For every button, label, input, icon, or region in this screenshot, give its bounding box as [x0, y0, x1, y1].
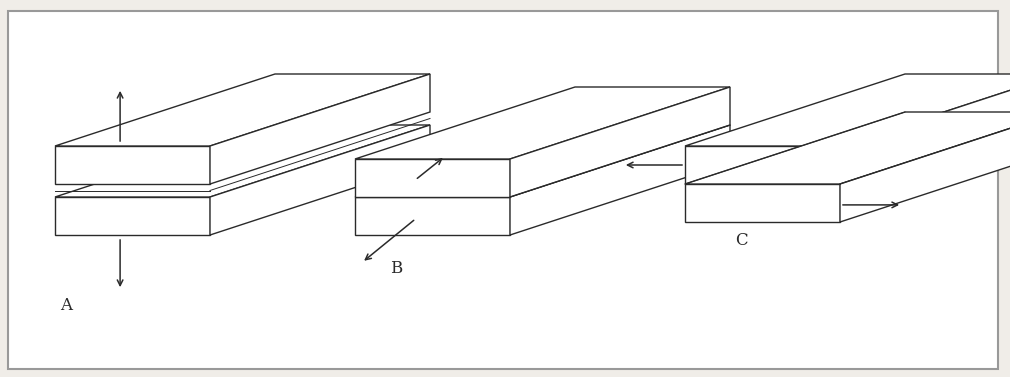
Text: B: B [390, 260, 402, 277]
Polygon shape [55, 197, 210, 235]
Polygon shape [685, 146, 840, 184]
Polygon shape [685, 184, 840, 222]
Polygon shape [510, 125, 730, 235]
Polygon shape [210, 125, 430, 235]
Text: C: C [735, 232, 747, 249]
FancyBboxPatch shape [8, 11, 998, 369]
Polygon shape [840, 112, 1010, 222]
Text: A: A [60, 297, 72, 314]
Polygon shape [55, 74, 430, 146]
Polygon shape [355, 87, 730, 159]
Polygon shape [55, 125, 430, 197]
Polygon shape [510, 87, 730, 197]
Polygon shape [355, 125, 730, 197]
Polygon shape [55, 146, 210, 184]
Polygon shape [685, 74, 1010, 146]
Polygon shape [685, 112, 1010, 184]
Polygon shape [355, 197, 510, 235]
Polygon shape [840, 74, 1010, 184]
Polygon shape [355, 159, 510, 197]
Polygon shape [210, 74, 430, 184]
